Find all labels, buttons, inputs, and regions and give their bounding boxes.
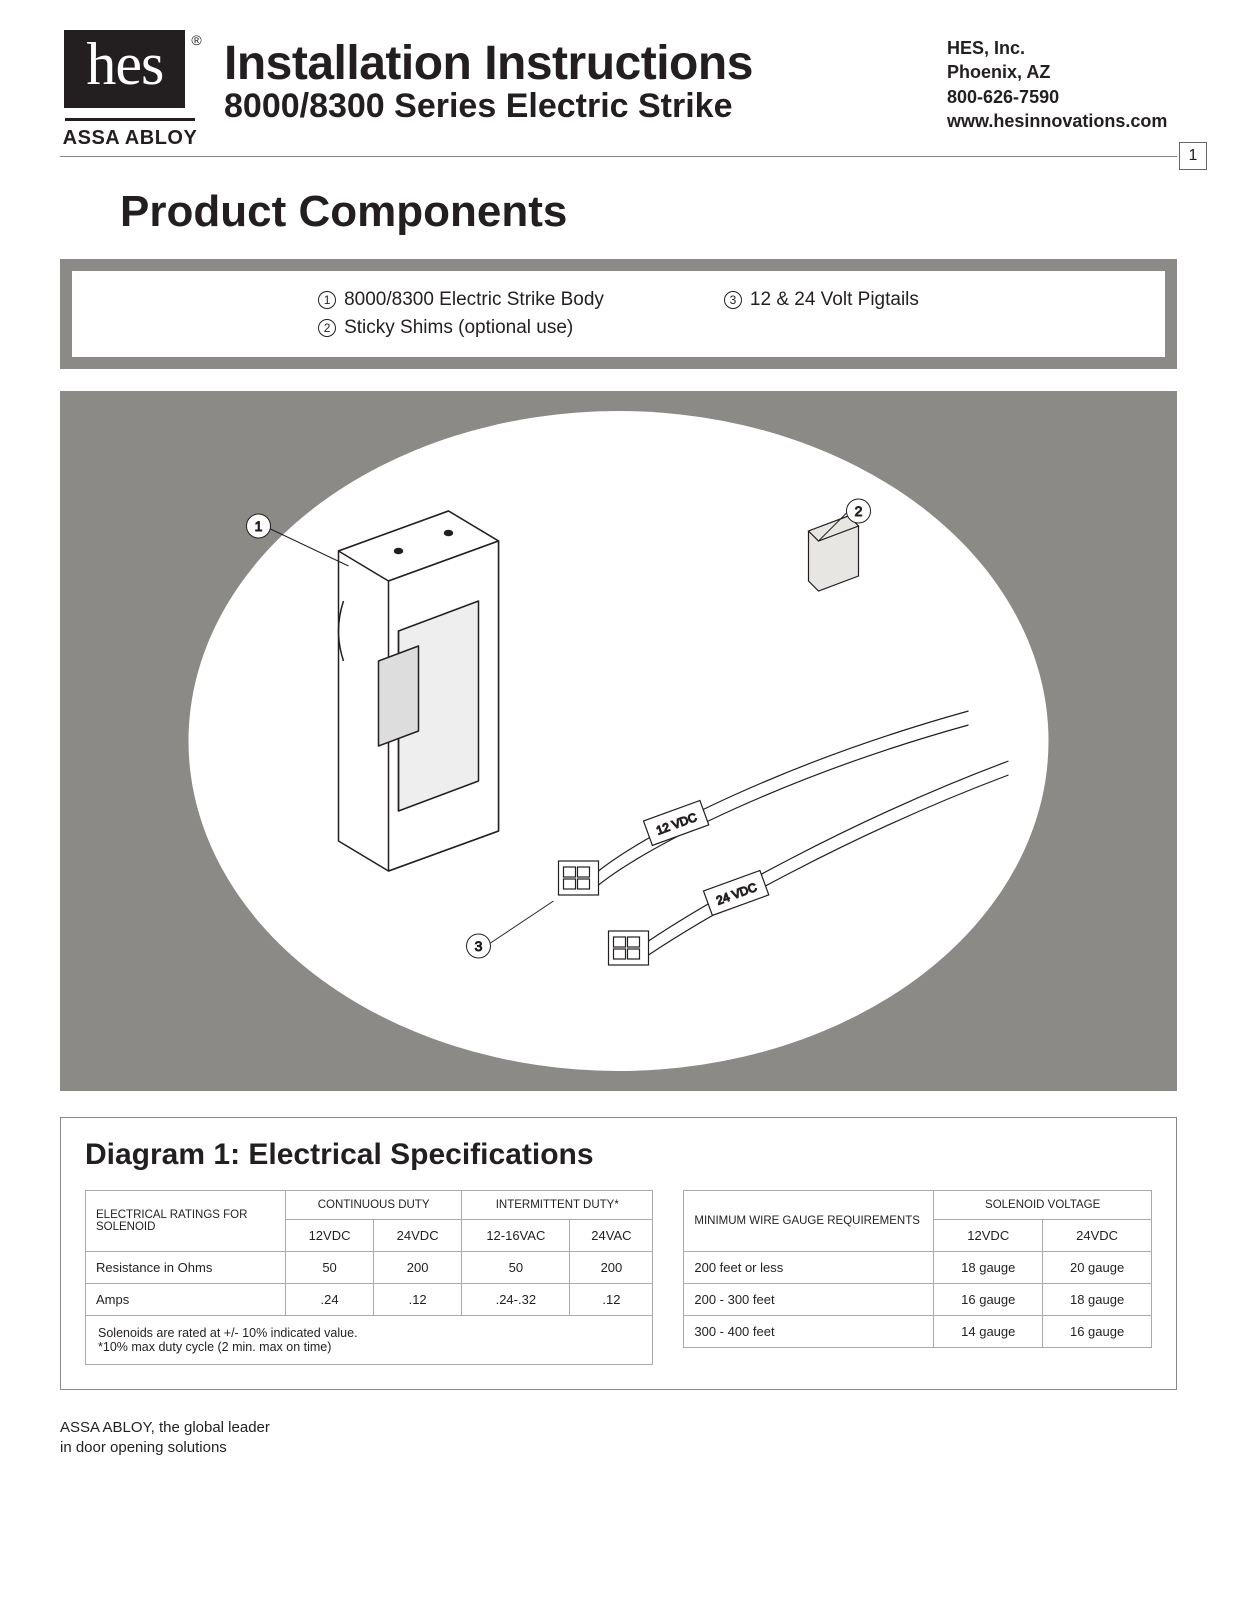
svg-text:2: 2 [855, 503, 863, 519]
legend-box: 1 8000/8300 Electric Strike Body 2 Stick… [60, 259, 1177, 369]
contact-company: HES, Inc. [947, 36, 1177, 60]
wire-gauge-table: MINIMUM WIRE GAUGE REQUIREMENTS SOLENOID… [683, 1190, 1152, 1348]
ratings-table: ELECTRICAL RATINGS FOR SOLENOID CONTINUO… [85, 1190, 653, 1365]
svg-text:1: 1 [255, 518, 263, 534]
hes-logo: hes [64, 30, 185, 108]
subbrand: ASSA ABLOY [63, 127, 198, 150]
page-header: hes ® ASSA ABLOY Installation Instructio… [60, 30, 1177, 157]
contact-city: Phoenix, AZ [947, 60, 1177, 84]
footer: ASSA ABLOY, the global leader in door op… [60, 1418, 1177, 1457]
spec-title: Diagram 1: Electrical Specifications [85, 1138, 1152, 1172]
doc-subtitle: 8000/8300 Series Electric Strike [224, 87, 923, 126]
contact-block: HES, Inc. Phoenix, AZ 800-626-7590 www.h… [947, 30, 1177, 133]
legend-item-3: 3 12 & 24 Volt Pigtails [724, 289, 919, 311]
contact-url: www.hesinnovations.com [947, 109, 1177, 133]
page-number: 1 [1179, 142, 1207, 170]
title-block: Installation Instructions 8000/8300 Seri… [224, 30, 923, 126]
legend-item-1: 1 8000/8300 Electric Strike Body [318, 289, 604, 311]
legend-item-2: 2 Sticky Shims (optional use) [318, 317, 604, 339]
svg-text:3: 3 [475, 938, 483, 954]
logo-underline [65, 118, 195, 121]
registered-mark: ® [191, 32, 201, 48]
section-title: Product Components [120, 187, 1177, 237]
component-diagram: 12 VDC 24 VDC 1 [70, 401, 1167, 1081]
diagram-box: 12 VDC 24 VDC 1 [60, 391, 1177, 1091]
doc-title: Installation Instructions [224, 36, 923, 91]
contact-phone: 800-626-7590 [947, 85, 1177, 109]
spec-box: Diagram 1: Electrical Specifications ELE… [60, 1117, 1177, 1390]
logo-block: hes ® ASSA ABLOY [60, 30, 200, 150]
